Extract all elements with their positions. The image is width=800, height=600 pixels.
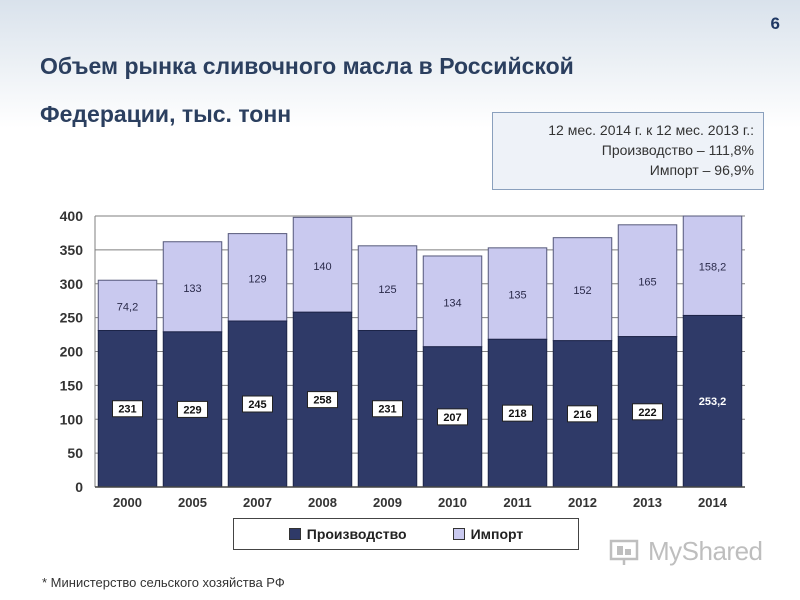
bar-production-label: 222 <box>638 407 656 419</box>
x-tick-label: 2009 <box>373 495 402 510</box>
bar-import <box>422 255 483 348</box>
bar-production-label: 253,2 <box>699 396 727 408</box>
bar-import-label: 129 <box>248 273 266 285</box>
header-band <box>0 0 800 128</box>
page-title-line2: Федерации, тыс. тонн <box>40 101 292 127</box>
presentation-icon <box>609 539 639 565</box>
bar-import <box>552 237 613 342</box>
growth-note-import: Импорт – 96,9% <box>649 162 754 178</box>
legend-label-import: Импорт <box>470 526 524 542</box>
bar-production-label-box <box>632 403 663 421</box>
legend-item-import: Импорт <box>452 526 524 542</box>
x-tick-label: 2000 <box>113 495 142 510</box>
bar-production-label: 216 <box>573 409 591 421</box>
source-footnote: * Министерство сельского хозяйства РФ <box>42 575 285 590</box>
bar-import-label: 140 <box>313 261 331 273</box>
y-tick-label: 300 <box>60 276 84 292</box>
bar-import-label: 133 <box>183 283 201 295</box>
y-tick-label: 50 <box>67 445 83 461</box>
bar-production-label: 231 <box>378 404 396 416</box>
x-tick-label: 2010 <box>438 495 467 510</box>
bar-import-label: 134 <box>443 297 461 309</box>
bar-production-label-box <box>242 395 273 413</box>
watermark: MyShared <box>608 536 763 567</box>
bar-production-label: 231 <box>118 404 136 416</box>
bar-import <box>682 215 743 316</box>
bar-import <box>487 247 548 340</box>
bar-production-label-box <box>437 408 468 426</box>
growth-note-period: 12 мес. 2014 г. к 12 мес. 2013 г.: <box>548 122 754 138</box>
bar-import-label: 152 <box>573 285 591 297</box>
x-tick-label: 2011 <box>503 495 531 510</box>
y-tick-label: 150 <box>60 377 84 393</box>
growth-note: 12 мес. 2014 г. к 12 мес. 2013 г.: Произ… <box>492 112 764 190</box>
y-tick-label: 0 <box>75 479 83 495</box>
legend-item-production: Производство <box>288 526 407 542</box>
bar-import <box>357 245 418 331</box>
bar-production-label-box <box>567 405 598 423</box>
y-tick-label: 350 <box>60 242 84 258</box>
bar-import <box>617 224 678 338</box>
bar-import-label: 135 <box>508 290 526 302</box>
page-title: Объем рынка сливочного масла в Российско… <box>40 42 680 138</box>
bar-production-label: 229 <box>183 404 201 416</box>
bar-production-label-box <box>177 400 208 418</box>
x-tick-label: 2014 <box>698 495 728 510</box>
bar-import-label: 74,2 <box>117 301 138 313</box>
bar-production-label: 218 <box>508 408 526 420</box>
bar-import <box>97 279 158 331</box>
x-tick-label: 2005 <box>178 495 207 510</box>
bar-production-label-box <box>372 400 403 418</box>
y-tick-label: 100 <box>60 411 84 427</box>
y-tick-label: 200 <box>60 344 84 360</box>
chart-legend: Производство Импорт <box>233 518 579 550</box>
bar-import <box>292 216 353 313</box>
legend-swatch-production <box>288 528 301 540</box>
bar-production-label: 207 <box>443 412 461 424</box>
bar-import <box>227 233 288 322</box>
x-tick-label: 2007 <box>243 495 272 510</box>
bar-production-label: 258 <box>313 395 331 407</box>
x-tick-label: 2012 <box>568 495 597 510</box>
bar-production-label: 245 <box>248 399 266 411</box>
page-title-line1: Объем рынка сливочного масла в Российско… <box>40 53 574 79</box>
y-tick-label: 250 <box>60 310 84 326</box>
y-tick-label: 400 <box>60 208 84 224</box>
page-number: 6 <box>770 14 780 33</box>
bar-production-label-box <box>502 404 533 422</box>
growth-note-production: Производство – 111,8% <box>601 142 754 158</box>
stacked-bar-chart: 0 50 100 150 200 250 300 350 400 74,2 231 2000 133 22… <box>60 208 745 510</box>
bar-import-label: 158,2 <box>699 262 727 274</box>
bar-import <box>162 241 223 333</box>
x-tick-label: 2008 <box>308 495 337 510</box>
legend-label-production: Производство <box>306 526 407 542</box>
watermark-text: MyShared <box>648 536 763 566</box>
x-tick-label: 2013 <box>633 495 662 510</box>
legend-swatch-import <box>452 528 465 540</box>
bar-import-label: 165 <box>638 277 656 289</box>
bar-production-label-box <box>112 400 143 418</box>
bar-production-label-box <box>307 391 338 409</box>
bar-import-label: 125 <box>378 284 396 296</box>
